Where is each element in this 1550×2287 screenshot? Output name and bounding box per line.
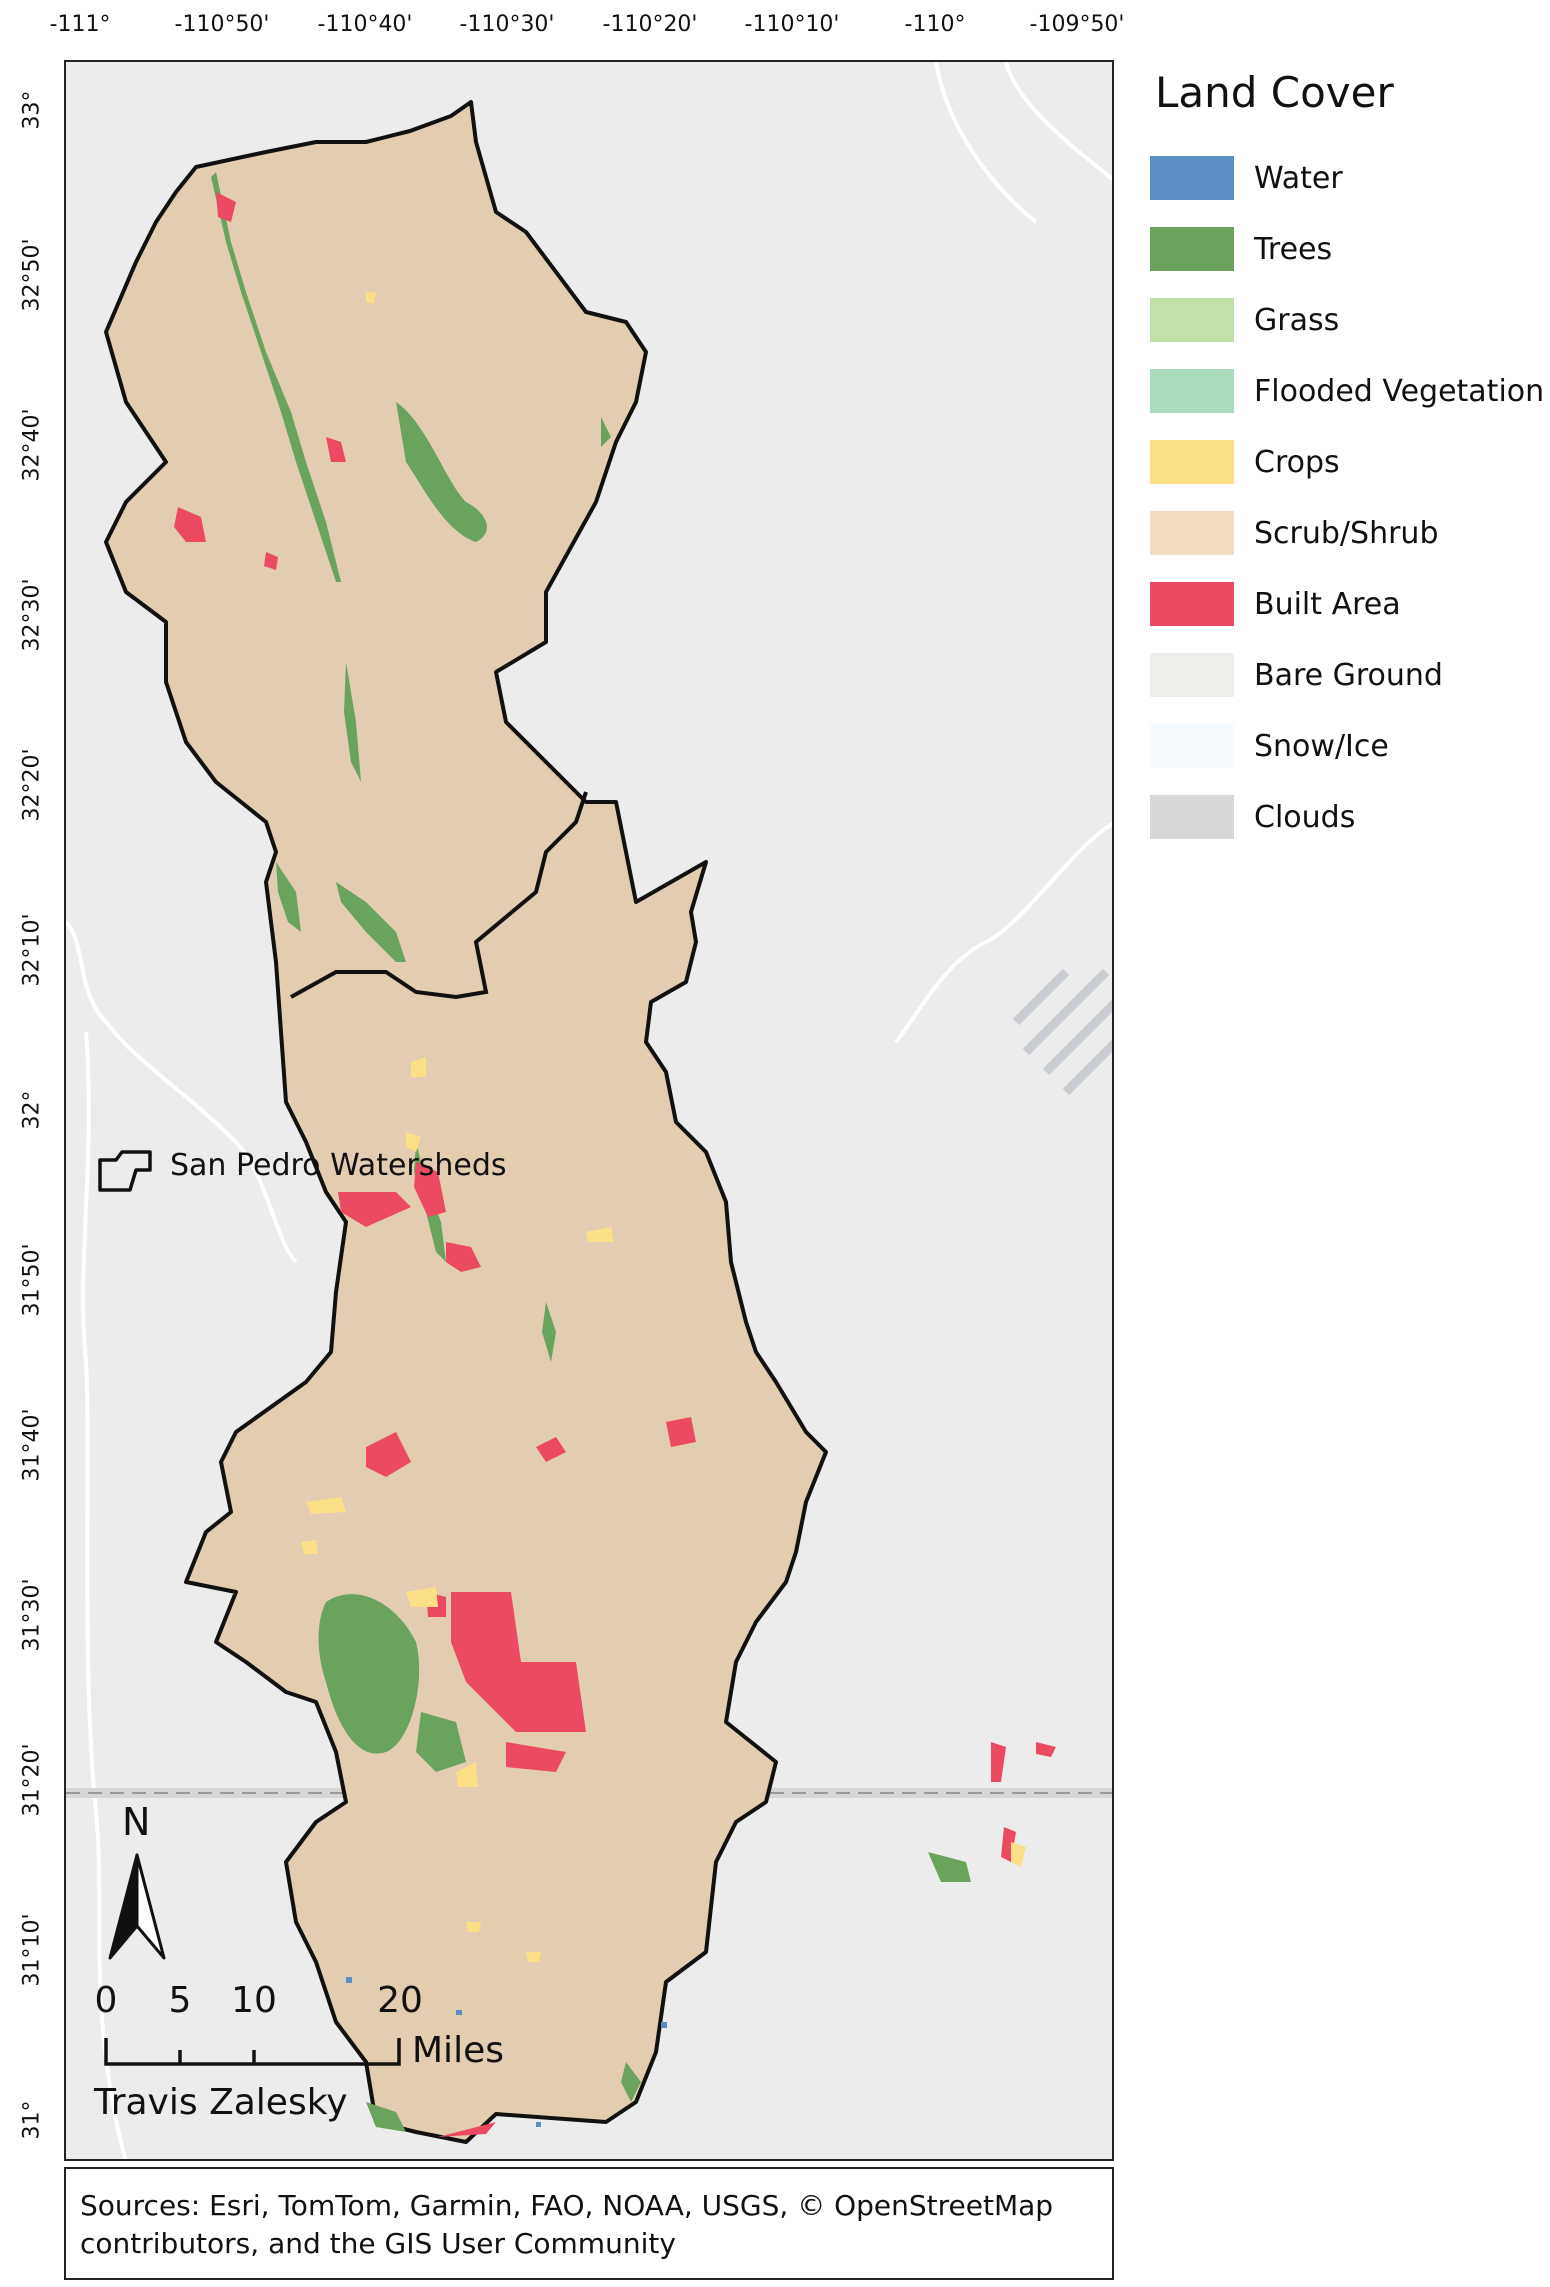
lat-label: 31°30' [19,1578,45,1652]
lon-label: -109°50' [1029,12,1125,37]
lat-label: 32°20' [19,748,45,822]
legend-item-label: Crops [1254,444,1340,480]
lon-label: -110°20' [602,12,698,37]
legend-item-label: Flooded Vegetation [1254,373,1545,409]
watershed-legend-icon [98,1150,152,1192]
legend-item-label: Water [1254,160,1343,196]
built-area-patches [174,192,1056,2137]
legend-item-label: Clouds [1254,799,1356,835]
lon-label: -110° [904,12,966,37]
lat-label: 31° [19,2100,45,2140]
legend-item-label: Grass [1254,302,1340,338]
lat-label: 32°40' [19,408,45,482]
scale-tick-label: 5 [168,1980,192,2021]
author-credit: Travis Zalesky [94,2082,348,2123]
legend-swatch [1150,298,1234,342]
legend-item-label: Trees [1254,231,1333,267]
legend-item-clouds: Clouds [1150,795,1355,839]
lon-label: -110°10' [744,12,840,37]
trees-patches [211,172,971,2132]
scale-tick-label: 0 [94,1980,118,2021]
lat-label: 32° [19,1090,45,1130]
lat-label: 31°20' [19,1743,45,1817]
legend-swatch [1150,795,1234,839]
lat-label: 31°10' [19,1913,45,1987]
legend-item-water: Water [1150,156,1343,200]
lat-label: 31°50' [19,1243,45,1317]
lon-label: -110°50' [174,12,270,37]
legend-swatch [1150,227,1234,271]
legend-swatch [1150,653,1234,697]
lat-label: 32°10' [19,913,45,987]
legend-item-bare-ground: Bare Ground [1150,653,1443,697]
legend-swatch [1150,440,1234,484]
sources-attribution: Sources: Esri, TomTom, Garmin, FAO, NOAA… [64,2167,1114,2280]
legend-item-grass: Grass [1150,298,1339,342]
hatched-area [1012,968,1112,1096]
legend-swatch [1150,369,1234,413]
map-canvas[interactable] [66,62,1114,2161]
lon-label: -110°30' [459,12,555,37]
legend-item-label: Scrub/Shrub [1254,515,1439,551]
legend-swatch [1150,582,1234,626]
map-frame[interactable] [64,60,1114,2161]
legend-title: Land Cover [1155,68,1394,117]
lon-label: -111° [49,12,111,37]
legend-item-crops: Crops [1150,440,1340,484]
north-label: N [122,1800,151,1844]
legend-swatch [1150,156,1234,200]
legend-item-label: Built Area [1254,586,1401,622]
scale-units: Miles [412,2030,504,2071]
lat-label: 32°50' [19,238,45,312]
legend-item-scrub-shrub: Scrub/Shrub [1150,511,1438,555]
legend-swatch [1150,724,1234,768]
legend-item-flooded-vegetation: Flooded Vegetation [1150,369,1544,413]
scale-bar [104,2038,401,2066]
lat-label: 31°40' [19,1408,45,1482]
legend-item-built-area: Built Area [1150,582,1401,626]
watershed-legend-label: San Pedro Watersheds [170,1148,507,1183]
lon-label: -110°40' [317,12,413,37]
basemap-roads [66,62,1112,2159]
legend-item-snow-ice: Snow/Ice [1150,724,1389,768]
lat-label: 32°30' [19,578,45,652]
scale-tick-label: 20 [377,1980,423,2021]
subwatershed-divide [290,791,588,1000]
legend-swatch [1150,511,1234,555]
legend-item-label: Snow/Ice [1254,728,1389,764]
water-patches [346,1977,667,2127]
scale-tick-label: 10 [231,1980,277,2021]
north-arrow-icon [108,1853,166,1960]
legend-item-label: Bare Ground [1254,657,1443,693]
crops-patches [301,292,1026,1962]
lat-label: 33° [19,90,45,130]
legend-item-trees: Trees [1150,227,1332,271]
watershed-area[interactable] [104,100,828,2144]
